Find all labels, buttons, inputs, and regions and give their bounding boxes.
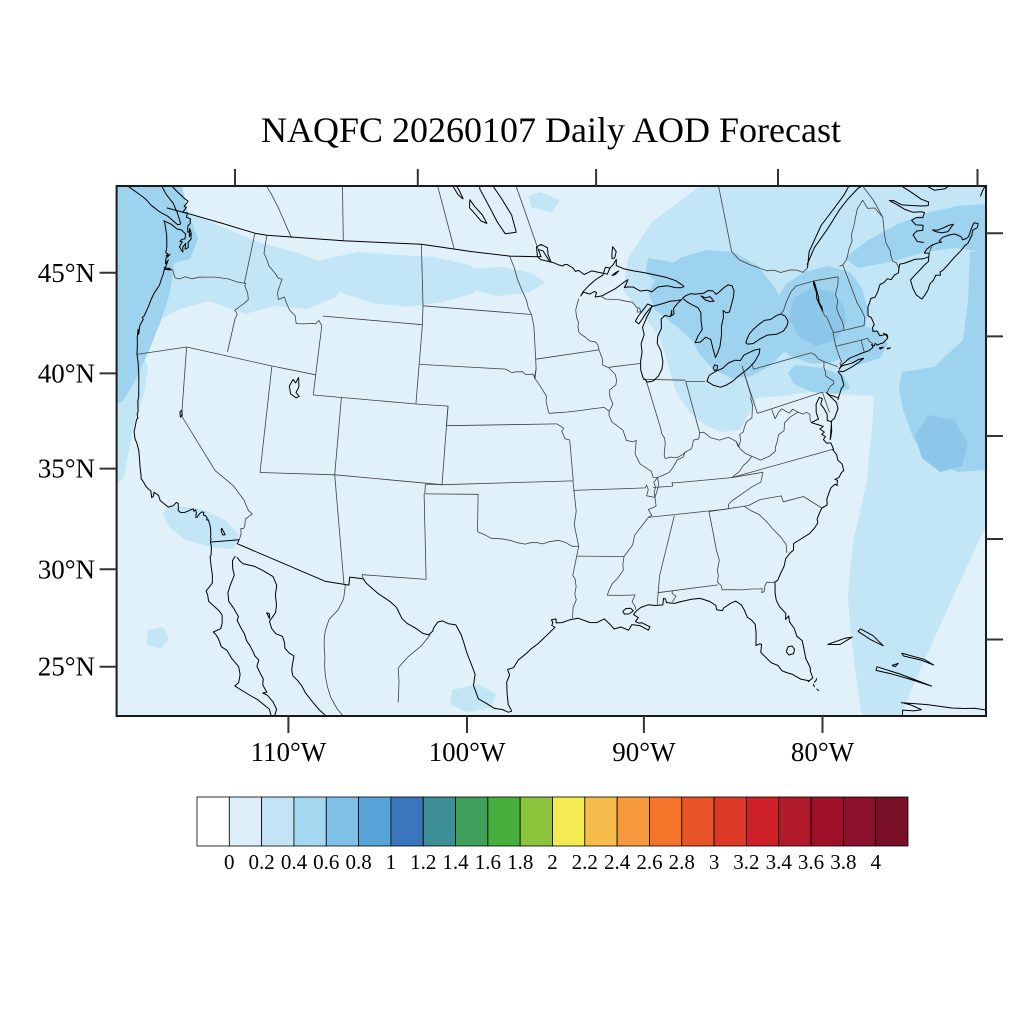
svg-text:40°N: 40°N [38,358,95,388]
svg-text:0.2: 0.2 [248,850,274,874]
svg-text:2.6: 2.6 [636,850,662,874]
svg-text:35°N: 35°N [38,454,95,484]
svg-text:110°W: 110°W [251,737,327,767]
svg-text:100°W: 100°W [429,737,506,767]
svg-text:3.8: 3.8 [830,850,856,874]
svg-text:45°N: 45°N [38,258,95,288]
svg-text:3.4: 3.4 [766,850,793,874]
svg-text:4: 4 [870,850,881,874]
svg-text:3: 3 [709,850,720,874]
svg-text:3.6: 3.6 [798,850,824,874]
svg-text:2.8: 2.8 [669,850,695,874]
svg-text:0.6: 0.6 [313,850,339,874]
svg-text:25°N: 25°N [38,652,95,682]
svg-text:2.2: 2.2 [572,850,598,874]
svg-text:90°W: 90°W [612,737,676,767]
svg-text:0.4: 0.4 [281,850,308,874]
svg-text:1.8: 1.8 [507,850,533,874]
svg-text:0.8: 0.8 [345,850,371,874]
svg-text:30°N: 30°N [38,554,95,584]
svg-text:NAQFC 20260107 Daily AOD Forec: NAQFC 20260107 Daily AOD Forecast [261,110,841,150]
svg-text:2.4: 2.4 [604,850,631,874]
svg-text:1.2: 1.2 [410,850,436,874]
svg-text:1: 1 [386,850,397,874]
svg-text:1.4: 1.4 [442,850,469,874]
svg-text:1.6: 1.6 [475,850,501,874]
svg-text:80°W: 80°W [791,737,855,767]
svg-text:2: 2 [547,850,558,874]
svg-text:0: 0 [224,850,235,874]
svg-text:3.2: 3.2 [733,850,759,874]
